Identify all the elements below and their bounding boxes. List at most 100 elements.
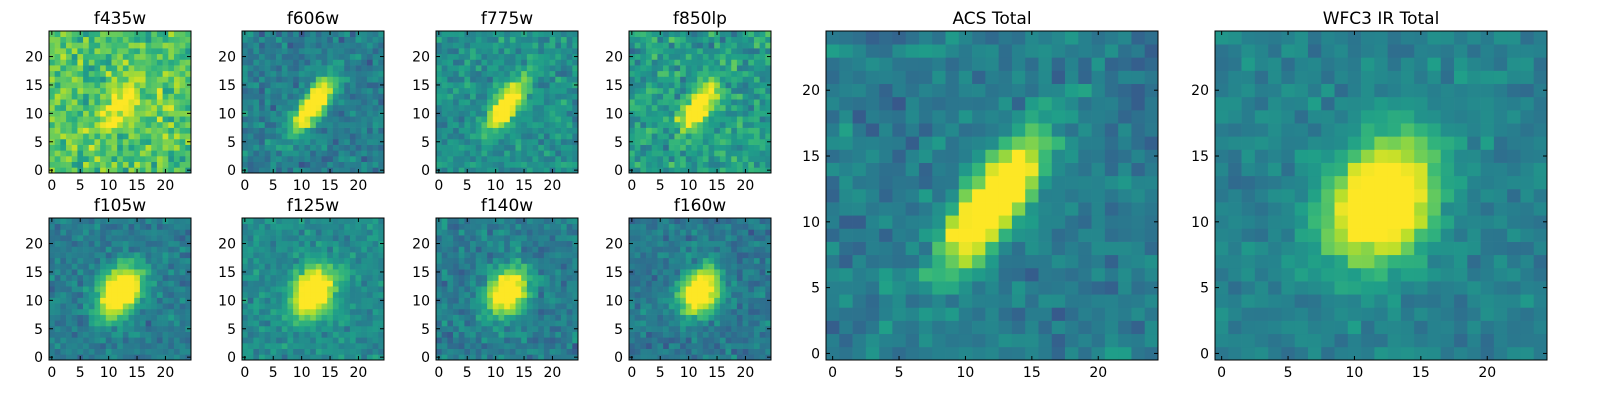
heatmap-cell bbox=[242, 331, 249, 338]
heatmap-cell bbox=[481, 320, 488, 327]
heatmap-cell bbox=[179, 53, 186, 60]
heatmap-cell bbox=[378, 150, 385, 157]
heatmap-cell bbox=[555, 53, 562, 60]
heatmap-cell bbox=[640, 354, 647, 361]
heatmap-cell bbox=[361, 337, 368, 344]
heatmap-cell bbox=[521, 314, 528, 321]
heatmap-cell bbox=[151, 286, 158, 293]
heatmap-cell bbox=[555, 291, 562, 298]
heatmap-cell bbox=[646, 269, 653, 276]
heatmap-cell bbox=[555, 325, 562, 332]
heatmap-cell bbox=[685, 297, 692, 304]
heatmap-cell bbox=[560, 138, 567, 145]
heatmap-cell bbox=[447, 291, 454, 298]
heatmap-cell bbox=[111, 280, 118, 287]
heatmap-cell bbox=[315, 36, 322, 43]
heatmap-cell bbox=[156, 104, 163, 111]
heatmap-cell bbox=[372, 87, 379, 94]
heatmap-cell bbox=[361, 127, 368, 134]
heatmap-cell bbox=[634, 331, 641, 338]
heatmap-cell bbox=[264, 76, 271, 83]
heatmap-cell bbox=[276, 280, 283, 287]
heatmap-cell bbox=[680, 76, 687, 83]
heatmap-cell bbox=[487, 48, 494, 55]
heatmap-cell bbox=[674, 150, 681, 157]
heatmap-cell bbox=[128, 303, 135, 310]
heatmap-cell bbox=[349, 76, 356, 83]
heatmap-cell bbox=[105, 42, 112, 49]
heatmap-cell bbox=[526, 59, 533, 66]
heatmap-cell bbox=[504, 116, 511, 123]
heatmap-cell bbox=[259, 348, 266, 355]
heatmap-cell bbox=[270, 320, 277, 327]
heatmap-cell bbox=[49, 99, 56, 106]
heatmap-cell bbox=[264, 138, 271, 145]
heatmap-cell bbox=[344, 53, 351, 60]
heatmap-cell bbox=[71, 161, 78, 168]
heatmap-cell bbox=[498, 263, 505, 270]
heatmap-cell bbox=[162, 42, 169, 49]
heatmap-cell bbox=[304, 303, 311, 310]
heatmap-cell bbox=[719, 161, 726, 168]
heatmap-cell bbox=[304, 348, 311, 355]
heatmap-cell bbox=[310, 167, 317, 174]
heatmap-cell bbox=[680, 36, 687, 43]
heatmap-cell bbox=[77, 150, 84, 157]
heatmap-cell bbox=[338, 155, 345, 162]
heatmap-cell bbox=[378, 104, 385, 111]
heatmap-cell bbox=[674, 65, 681, 72]
heatmap-cell bbox=[515, 36, 522, 43]
heatmap-cell bbox=[680, 308, 687, 315]
heatmap-cell bbox=[481, 235, 488, 242]
heatmap-cell bbox=[702, 325, 709, 332]
heatmap-cell bbox=[759, 161, 766, 168]
heatmap-cell bbox=[464, 223, 471, 230]
heatmap-cell bbox=[117, 36, 124, 43]
heatmap-cell bbox=[498, 235, 505, 242]
heatmap-cell bbox=[349, 263, 356, 270]
heatmap-cell bbox=[173, 257, 180, 264]
heatmap-cell bbox=[453, 337, 460, 344]
heatmap-cell bbox=[668, 337, 675, 344]
heatmap-cell bbox=[139, 138, 146, 145]
heatmap-cell bbox=[304, 36, 311, 43]
heatmap-cell bbox=[185, 116, 192, 123]
heatmap-cell bbox=[702, 348, 709, 355]
heatmap-cell bbox=[538, 291, 545, 298]
heatmap-cell bbox=[173, 31, 180, 38]
heatmap-cell bbox=[759, 291, 766, 298]
heatmap-cell bbox=[105, 70, 112, 77]
heatmap-cell bbox=[185, 308, 192, 315]
heatmap-cell bbox=[668, 116, 675, 123]
heatmap-cell bbox=[128, 274, 135, 281]
heatmap-cell bbox=[315, 223, 322, 230]
heatmap-cell bbox=[680, 314, 687, 321]
heatmap-cell bbox=[753, 82, 760, 89]
heatmap-cell bbox=[629, 121, 636, 128]
heatmap-cell bbox=[139, 48, 146, 55]
heatmap-cell bbox=[748, 161, 755, 168]
heatmap-cell bbox=[111, 116, 118, 123]
heatmap-cell bbox=[458, 314, 465, 321]
heatmap-cell bbox=[304, 246, 311, 253]
heatmap-cell bbox=[88, 240, 95, 247]
heatmap-cell bbox=[276, 308, 283, 315]
heatmap-cell bbox=[458, 348, 465, 355]
heatmap-cell bbox=[242, 303, 249, 310]
heatmap-cell bbox=[281, 133, 288, 140]
heatmap-cell bbox=[54, 229, 61, 236]
heatmap-cell bbox=[66, 337, 73, 344]
heatmap-cell bbox=[117, 70, 124, 77]
heatmap-cell bbox=[657, 348, 664, 355]
heatmap-cell bbox=[714, 280, 721, 287]
heatmap-cell bbox=[242, 337, 249, 344]
y-tick-label: 0 bbox=[614, 163, 623, 179]
heatmap-cell bbox=[60, 291, 67, 298]
heatmap-cell bbox=[748, 99, 755, 106]
heatmap-cell bbox=[100, 31, 107, 38]
heatmap-cell bbox=[332, 337, 339, 344]
heatmap-cell bbox=[515, 246, 522, 253]
heatmap-cell bbox=[753, 303, 760, 310]
heatmap-cell bbox=[464, 280, 471, 287]
heatmap-cell bbox=[100, 121, 107, 128]
